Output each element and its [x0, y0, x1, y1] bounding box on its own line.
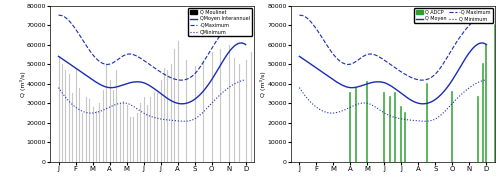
- Y-axis label: Q (m³/s): Q (m³/s): [260, 71, 266, 97]
- Y-axis label: Q (m³/s): Q (m³/s): [20, 71, 26, 97]
- Legend: Q Moulinet, QMoyen Interannuel, -QMaximum, QMinimum: Q Moulinet, QMoyen Interannuel, -QMaximu…: [188, 8, 252, 36]
- Legend: Q ADCP, Q Moyen, -Q Maximum, Q Minimum: Q ADCP, Q Moyen, -Q Maximum, Q Minimum: [414, 8, 492, 23]
